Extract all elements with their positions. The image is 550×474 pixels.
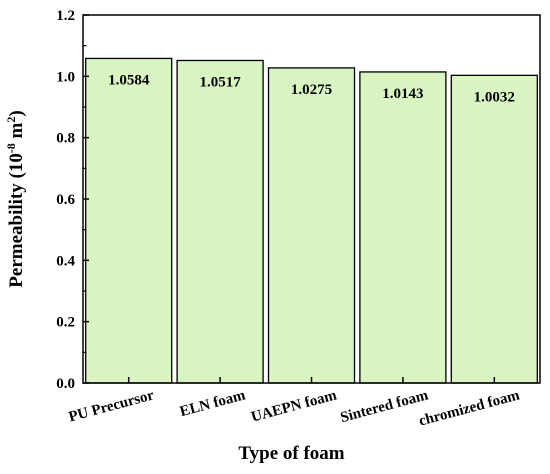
y-axis-title-exponent: -8 xyxy=(4,143,18,153)
bar-value-label: 1.0275 xyxy=(291,82,332,98)
x-tick-label: UAEPN foam xyxy=(249,387,339,425)
y-tick-label: 1.2 xyxy=(56,8,75,24)
x-axis-title: Type of foam xyxy=(238,443,344,464)
bar-value-label: 1.0584 xyxy=(108,72,150,88)
y-tick-label: 0.0 xyxy=(56,376,75,392)
bar xyxy=(85,57,173,384)
y-axis-ticks: 0.0 0.2 0.4 0.6 0.8 1.0 1.2 xyxy=(56,8,89,392)
x-tick-label: ELN foam xyxy=(178,387,247,420)
bar xyxy=(359,71,447,384)
bar-value-label: 1.0517 xyxy=(199,74,241,90)
bar xyxy=(176,59,264,384)
y-axis-title-main: Permeability (10 xyxy=(6,153,27,288)
y-tick-label: 0.6 xyxy=(56,192,75,208)
bar-value-label: 1.0032 xyxy=(474,89,515,105)
y-tick-label: 0.4 xyxy=(56,253,75,269)
y-axis-title-unit: m xyxy=(6,122,27,143)
y-axis-title-close: ) xyxy=(6,110,27,116)
y-axis-title: Permeability (10-8 m2) xyxy=(4,110,27,287)
bar xyxy=(450,74,538,384)
y-axis-title-unit-exponent: 2 xyxy=(4,117,18,123)
bar xyxy=(267,67,356,384)
y-tick-label: 0.8 xyxy=(56,131,75,147)
bars-group xyxy=(85,57,538,384)
bar-value-label: 1.0143 xyxy=(382,86,423,102)
x-axis-ticks: PU Precursor ELN foam UAEPN foam Sintered f… xyxy=(67,377,522,430)
x-tick-label: PU Precursor xyxy=(67,387,156,425)
x-tick-label: chromized foam xyxy=(417,387,522,429)
x-tick-label: Sintered foam xyxy=(339,387,431,426)
y-tick-label: 1.0 xyxy=(56,69,75,85)
y-tick-label: 0.2 xyxy=(56,315,75,331)
value-labels-group: 1.0584 1.0517 1.0275 1.0143 1.0032 xyxy=(108,72,515,105)
